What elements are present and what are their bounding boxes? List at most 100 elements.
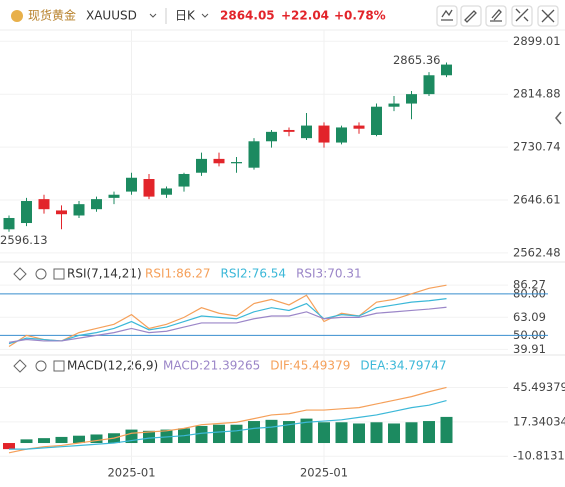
macd-bar [300,418,313,444]
candle-body [406,94,417,104]
macd-bar [230,424,243,444]
y-tick-label: 2562.48 [513,245,561,259]
macd-bar [3,443,15,450]
y-tick-label: -10.81312 [513,449,565,463]
collapse-arrow[interactable] [555,111,562,125]
expand-icon [515,8,529,22]
candle-body [91,199,102,210]
macd-bar [213,424,225,444]
tool-button[interactable] [511,5,533,27]
header: 现货黄金 XAUUSD 日K 2864.05 +22.04 +0.78% [11,5,559,27]
macd-bar [160,429,173,444]
tool-button[interactable] [436,5,458,27]
candle-body [301,125,312,139]
indicator-line [9,399,447,450]
candle-body [21,201,32,224]
macd-bar [195,425,208,444]
macd-bar [405,422,418,444]
legend-entry: DIF:45.49379 [270,359,350,373]
toggle-icon[interactable] [53,360,65,372]
candle-body [38,199,50,210]
indicator-line [8,306,447,343]
x-tick-label: 2025-01 [300,466,348,480]
candle-body [318,125,330,143]
macd-bar [73,435,85,444]
candle-body [3,217,15,230]
macd-legend: MACD(12,26,9) [67,359,158,373]
hide-icon[interactable] [13,267,27,281]
indicator-line [8,386,447,454]
change: +22.04 [281,9,329,23]
rsi-legend: RSI(7,14,21) [67,267,142,281]
settings-icon[interactable] [35,268,47,280]
candle-body [126,177,137,192]
candle-body [108,194,120,198]
candle-body [248,141,260,168]
tool-button[interactable] [460,5,482,27]
pen-icon [464,10,477,23]
candle-body [371,106,382,135]
gold-icon [11,10,23,22]
macd-bar [353,423,365,444]
candle-body [73,204,85,216]
symbol-name[interactable]: 现货黄金 [28,8,76,23]
period[interactable]: 日K [175,9,196,23]
y-tick-label: 2730.74 [513,140,561,154]
macd-bar [20,439,33,444]
y-tick-label: 2899.01 [513,34,561,48]
y-tick-label: 45.49379 [513,380,565,394]
legend-entry: RSI3:70.31 [296,267,362,281]
hide-icon[interactable] [13,359,27,373]
change-pct: +0.78% [334,9,386,23]
legend-entry: MACD:21.39265 [163,359,260,373]
candle-body [266,131,277,142]
indicator-line [8,298,447,345]
tool-button[interactable] [537,5,559,27]
macd-bar [248,421,260,444]
macd-bar [318,422,330,444]
candle-body [388,103,400,107]
y-tick-label: 17.34034 [513,414,565,428]
macd-bar [38,438,50,444]
edit-icon [490,9,502,22]
price: 2864.05 [220,9,275,23]
candle-body [178,173,190,187]
candle-body [336,127,347,143]
legend-entry: RSI2:76.54 [221,267,287,281]
candle-body [56,210,67,215]
symbol[interactable]: XAUUSD [86,9,137,23]
toggle-icon[interactable] [53,268,65,280]
y-tick-label: 2814.88 [513,87,561,101]
close-icon [541,9,555,23]
macd-bar [423,421,435,444]
macd-bar [90,434,103,444]
candle-body [161,188,172,195]
rsi-header: RSI(7,14,21) [13,267,142,281]
indicator-line [8,284,447,347]
settings-icon[interactable] [35,360,47,372]
y-tick-label: 86.27 [513,278,546,292]
y-tick-label: 2646.61 [513,193,561,207]
macd-bar [55,436,68,444]
macd-bar [283,421,295,444]
dropdown-arrow [149,13,157,18]
candle-body [423,75,435,95]
macd-bar [335,422,348,444]
draw-icon [441,9,453,21]
candle-body [196,158,207,173]
low-label: 2596.13 [0,233,48,247]
tool-button[interactable] [485,5,507,27]
candle-body [441,64,452,76]
macd-bar [265,419,278,444]
x-tick-label: 2025-01 [107,466,155,480]
y-tick-label: 63.09 [513,310,546,324]
high-label: 2865.36 [393,53,441,67]
macd-bar [440,416,453,444]
candle-body [213,158,225,164]
macd-bar [370,422,383,444]
dropdown-arrow [201,13,209,18]
macd-header: MACD(12,26,9) [13,359,158,373]
legend-entry: DEA:34.79747 [360,359,446,373]
legend-entry: RSI1:86.27 [145,267,211,281]
